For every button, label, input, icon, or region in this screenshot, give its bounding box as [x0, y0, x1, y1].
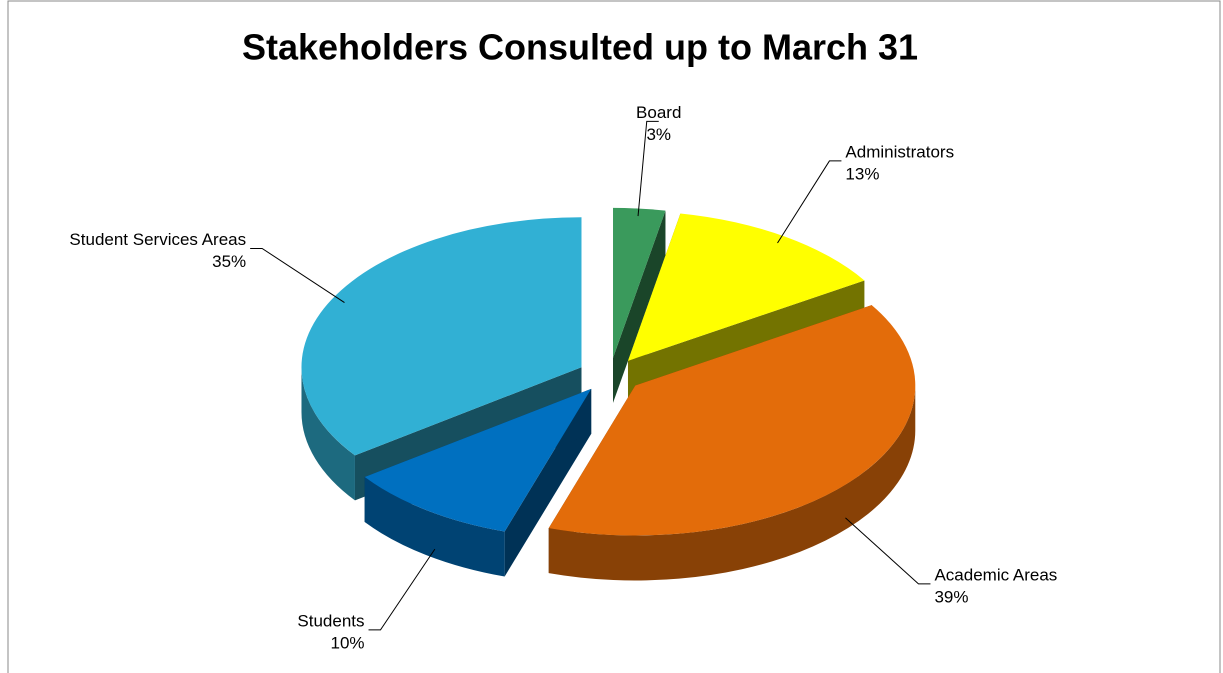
slice-label: Board [636, 103, 681, 122]
leader-line [250, 247, 345, 303]
pie-slice [548, 305, 916, 536]
pie-slice [627, 213, 865, 361]
leader-line [637, 120, 659, 217]
slice-label: Students [297, 611, 364, 630]
slice-side [613, 210, 666, 403]
slice-value-label: 3% [646, 125, 671, 144]
slice-value-label: 10% [330, 633, 364, 652]
slice-label: Academic Areas [934, 565, 1057, 584]
slice-value-label: 13% [845, 164, 879, 183]
slice-wall [364, 477, 505, 577]
chart-title: Stakeholders Consulted up to March 31 [242, 27, 918, 68]
leader-line [845, 517, 931, 585]
pie-slice-group [364, 388, 592, 577]
slice-wall [548, 385, 916, 581]
slice-label: Student Services Areas [69, 230, 246, 249]
slice-value-label: 35% [212, 252, 246, 271]
pie-slice-group [548, 305, 916, 581]
slice-label: Administrators [845, 142, 954, 161]
pie-slice-group [613, 207, 666, 403]
pie-slice [301, 217, 582, 456]
leader-line [777, 160, 842, 244]
pie-slice [364, 388, 592, 532]
leader-line [368, 548, 436, 631]
slice-wall [301, 367, 355, 501]
slice-value-label: 39% [934, 587, 968, 606]
pie-slice [613, 207, 666, 358]
